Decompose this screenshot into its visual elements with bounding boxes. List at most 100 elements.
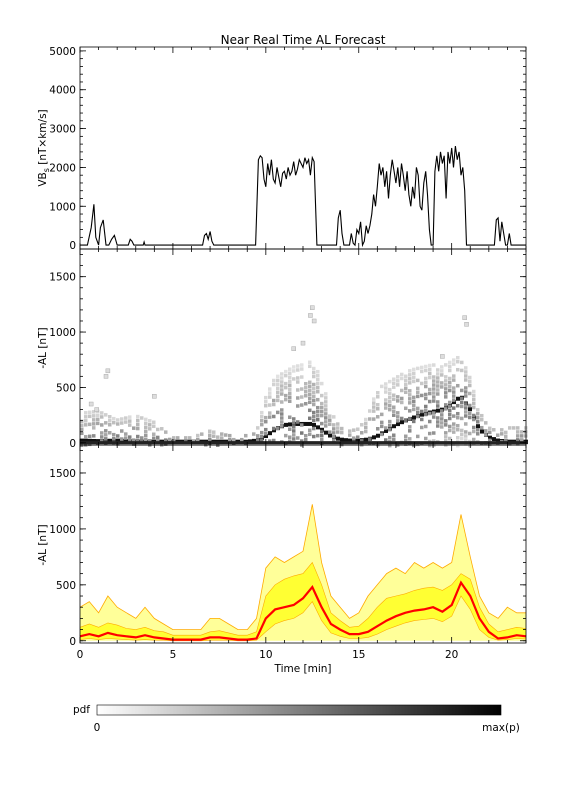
pdf-cell <box>212 434 216 438</box>
pdf-cell <box>192 439 196 443</box>
pdf-baseline-cell <box>316 441 320 445</box>
pdf-baseline-cell <box>120 441 124 445</box>
pdf-ridge-cell <box>436 408 440 413</box>
pdf-cell <box>276 410 280 415</box>
pdf-ridge-cell <box>488 435 492 440</box>
pdf-cell <box>288 367 292 371</box>
pdf-cell <box>136 438 140 443</box>
pdf-cell <box>436 420 440 424</box>
pdf-baseline-cell <box>132 441 136 445</box>
pdf-cell <box>424 392 428 397</box>
pdf-cell <box>424 436 428 441</box>
pdf-cell <box>152 432 156 437</box>
pdf-baseline-cell <box>408 441 412 445</box>
pdf-cell <box>140 416 144 420</box>
pdf-cell <box>84 419 88 423</box>
pdf-cell <box>428 387 432 392</box>
pdf-cell <box>84 411 88 415</box>
pdf-cell <box>408 437 412 441</box>
pdf-ridge-cell <box>336 436 340 441</box>
pdf-cell <box>460 436 464 441</box>
pdf-cell <box>136 434 140 439</box>
pdf-cell <box>424 376 428 381</box>
pdf-cell <box>304 381 308 386</box>
pdf-cell <box>264 395 268 400</box>
pdf-ridge-cell <box>372 435 376 440</box>
pdf-cell <box>80 427 84 432</box>
pdf-cell <box>464 374 468 378</box>
pdf-cell <box>312 398 316 403</box>
pdf-cell <box>448 360 452 365</box>
x-tick-label: 15 <box>352 649 365 661</box>
pdf-cell <box>456 423 460 428</box>
pdf-cell <box>384 390 388 394</box>
pdf-cell <box>380 424 384 429</box>
pdf-cell <box>312 394 316 399</box>
pdf-baseline-cell <box>156 441 160 445</box>
pdf-cell <box>396 379 400 383</box>
pdf-baseline-cell <box>504 441 508 445</box>
pdf-cell <box>412 367 416 372</box>
pdf-cell <box>464 366 468 370</box>
pdf-cell <box>312 410 316 415</box>
pdf-cell <box>468 443 472 448</box>
pdf-cell <box>128 439 132 443</box>
pdf-cell <box>292 429 296 433</box>
pdf-cell <box>488 442 492 447</box>
pdf-cell <box>432 431 436 435</box>
pdf-cell <box>156 427 160 432</box>
pdf-cell <box>280 420 284 424</box>
pdf-cell <box>424 408 428 413</box>
pdf-cell <box>272 378 276 383</box>
pdf-baseline-cell <box>240 441 244 445</box>
pdf-cell <box>292 421 296 425</box>
pdf-ridge-cell <box>324 430 328 435</box>
pdf-cell <box>284 369 288 374</box>
pdf-baseline-cell <box>372 441 376 445</box>
pdf-frame <box>79 248 527 446</box>
pdf-cell <box>276 378 280 383</box>
time-x-ticks: 0 5 10 15 20 <box>77 445 527 661</box>
pdf-cell <box>444 375 448 379</box>
pdf-cell <box>464 414 468 418</box>
pdf-baseline-cell <box>288 441 292 445</box>
vbs-tick-label: 3000 <box>49 124 76 136</box>
pdf-cell <box>296 368 300 372</box>
pdf-baseline-cell <box>368 441 372 445</box>
pdf-ridge-cell <box>264 434 268 439</box>
colorbar-min-label: 0 <box>94 722 101 734</box>
pdf-ridge-cell <box>476 424 480 429</box>
pdf-cell <box>372 417 376 421</box>
pdf-cell <box>444 403 448 407</box>
pdf-cell <box>308 360 312 365</box>
pdf-cell <box>388 387 392 392</box>
pdf-cell <box>460 404 464 409</box>
pdf-cell <box>464 410 468 414</box>
pdf-cell <box>144 433 148 438</box>
pdf-cell <box>280 408 284 412</box>
pdf-cell <box>456 427 460 432</box>
pdf-cell <box>312 382 316 387</box>
pdf-cell <box>376 395 380 399</box>
pdf-cell <box>140 436 144 440</box>
pdf-cell <box>432 379 436 383</box>
pdf-cell <box>316 397 320 402</box>
pdf-ridge-cell <box>340 437 344 442</box>
pdf-ridge-cell <box>124 439 128 444</box>
pdf-cell <box>368 437 372 441</box>
pdf-cell <box>184 436 188 440</box>
pdf-cell <box>424 412 428 417</box>
pdf-cell <box>372 409 376 413</box>
pdf-baseline-cell <box>232 441 236 445</box>
pdf-cell <box>252 432 256 436</box>
pdf-baseline-cell <box>172 441 176 445</box>
pdf-cell <box>432 383 436 387</box>
pdf-outlier <box>462 315 467 320</box>
pdf-cell <box>268 395 272 399</box>
pdf-cell <box>444 431 448 435</box>
pdf-ridge-cell <box>116 438 120 443</box>
pdf-cell <box>480 417 484 422</box>
pdf-cell <box>440 421 444 425</box>
pdf-outlier <box>308 313 313 318</box>
pdf-cell <box>404 442 408 447</box>
